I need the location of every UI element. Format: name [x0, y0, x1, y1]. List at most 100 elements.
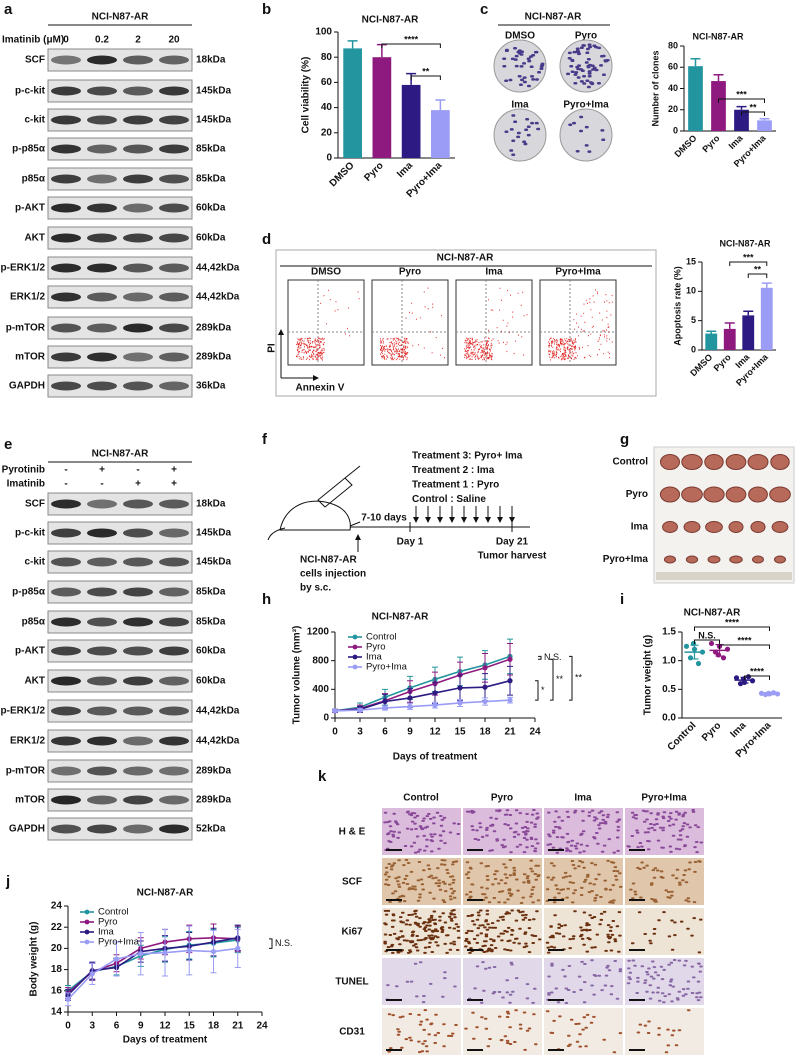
blot-band: [159, 676, 189, 686]
significance-bracket: [719, 644, 770, 649]
blot-strip: [47, 610, 193, 634]
blot-band: [87, 115, 117, 125]
point: [715, 652, 722, 658]
point: [457, 700, 463, 706]
y-tick-label: 22: [51, 922, 63, 933]
blot-label: p-p85α: [12, 587, 46, 598]
y-axis-label: Apoptosis rate (%): [672, 266, 682, 346]
flow-plot: [371, 279, 449, 366]
blot-label: GAPDH: [9, 824, 45, 835]
series-line: [67, 937, 238, 996]
tumor: [703, 486, 725, 503]
tumor: [748, 486, 768, 503]
blot-band: [51, 115, 81, 125]
x-tick-label: 21: [232, 1021, 244, 1032]
lane-label: 20: [168, 35, 180, 46]
blot-strip: [47, 639, 193, 663]
scale-bar: [467, 949, 483, 951]
y-tick-label: 80: [321, 52, 333, 63]
error-bar: [435, 99, 446, 111]
bar: [757, 120, 772, 131]
scale-bar: [629, 849, 645, 851]
stained-cells: [629, 860, 702, 904]
significance-label: ****: [750, 666, 765, 676]
panel-letter: d: [262, 231, 271, 248]
tumor: [681, 454, 703, 470]
legend-label: Pyro+Ima: [98, 937, 140, 948]
y-tick-label: 0.5: [662, 684, 676, 695]
blot-band: [87, 381, 117, 391]
y-tick-label: 100: [315, 27, 332, 38]
significance-bracket: [535, 680, 539, 701]
significance-bracket: [569, 655, 573, 701]
blot-strip: [47, 79, 193, 103]
legend-marker: [84, 939, 90, 945]
point: [382, 705, 388, 711]
blot-band: [87, 499, 117, 509]
panel-letter: h: [262, 591, 271, 608]
bar: [431, 110, 450, 158]
point: [432, 702, 438, 708]
y-tick-label: 16: [51, 985, 63, 996]
series-line: [334, 679, 511, 712]
tumor: [705, 521, 723, 533]
significance-label: **: [556, 674, 564, 684]
y-axis-label: Tumor weight (g): [643, 635, 654, 715]
tumor-photo: [653, 446, 795, 584]
blot-strip: [47, 226, 193, 250]
blot-band: [87, 646, 117, 656]
legend-label: Ima: [98, 927, 115, 938]
tumor: [725, 486, 747, 503]
histology-column: Control: [403, 793, 439, 804]
blot-strip: [47, 788, 193, 812]
flow-plot: [287, 279, 365, 366]
bar: [723, 328, 736, 350]
stained-cells: [464, 1009, 538, 1051]
blot-strip: [47, 669, 193, 693]
legend-label: Pyro: [366, 642, 386, 653]
y-axis-label: Tumor volume (mm³): [292, 626, 303, 725]
panel-letter: f: [262, 431, 268, 448]
significance-label: *: [541, 685, 545, 695]
flow-plot-label: Pyro: [399, 267, 421, 278]
blot-label: p-c-kit: [15, 86, 46, 97]
blot-band: [123, 499, 153, 509]
histology-image: [463, 1008, 542, 1055]
blot-band: [51, 233, 81, 243]
blot-band: [159, 617, 189, 627]
blot-strip: [47, 196, 193, 220]
point: [733, 675, 740, 681]
blot-band: [159, 557, 189, 567]
blot-strip: [47, 137, 193, 161]
error-bar: [713, 73, 724, 82]
y-tick-label: 20: [51, 943, 63, 954]
blot-band: [159, 587, 189, 597]
significance-bracket: [269, 938, 273, 949]
y-tick-label: 1200: [307, 627, 330, 638]
x-axis-label: Days of treatment: [393, 752, 478, 763]
legend-marker: [84, 929, 90, 935]
tumor: [747, 454, 769, 470]
x-tick-label: Ima: [727, 132, 746, 151]
panel-letter: i: [620, 591, 624, 608]
blot-band: [87, 263, 117, 273]
tumor: [771, 521, 789, 533]
blot-band: [87, 528, 117, 538]
blot-strip: [47, 345, 193, 369]
colonies: [566, 43, 610, 89]
x-tick-label: Pyro: [700, 133, 722, 155]
blot-label: p85α: [22, 174, 46, 185]
timeline-note: Tumor harvest: [478, 551, 547, 562]
bar: [688, 66, 703, 131]
panel-letter: a: [4, 1, 13, 18]
bar: [711, 81, 726, 131]
blot-size: 145kDa: [196, 557, 231, 568]
significance-label: **: [749, 102, 757, 112]
blot-band: [159, 824, 189, 834]
blot-band: [159, 706, 189, 716]
blot-band: [51, 824, 81, 834]
error-bar: [743, 310, 754, 316]
scale-bar: [386, 949, 402, 951]
panel-letter: g: [620, 431, 629, 448]
x-tick-label: 6: [114, 1021, 120, 1032]
